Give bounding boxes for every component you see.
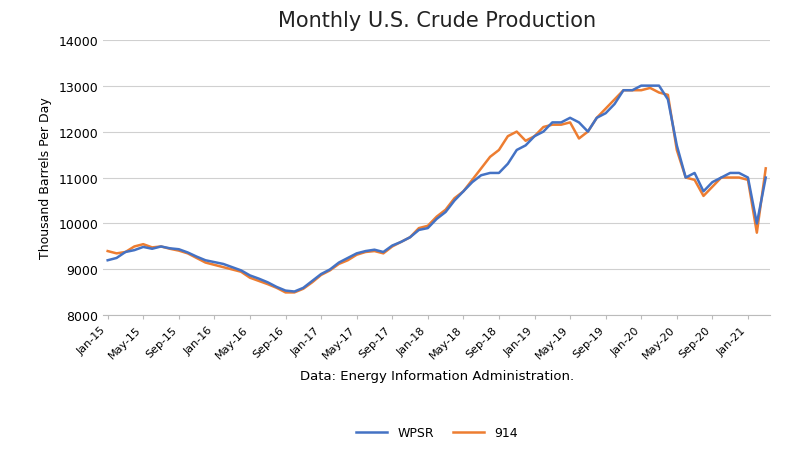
914 [707, 184, 717, 190]
914 [103, 249, 113, 254]
WPSR [103, 258, 113, 263]
914 [663, 93, 673, 98]
914 [610, 97, 619, 103]
Line: WPSR: WPSR [108, 87, 765, 292]
Legend: WPSR, 914: WPSR, 914 [356, 427, 518, 439]
914 [646, 86, 655, 92]
WPSR [637, 84, 646, 89]
914 [637, 88, 646, 94]
WPSR [290, 289, 299, 295]
914 [761, 166, 770, 172]
Line: 914: 914 [108, 89, 765, 293]
WPSR [761, 175, 770, 181]
WPSR [646, 84, 655, 89]
914 [156, 244, 166, 250]
WPSR [156, 244, 166, 250]
WPSR [610, 102, 619, 107]
WPSR [707, 180, 717, 185]
WPSR [663, 97, 673, 103]
914 [627, 88, 637, 94]
X-axis label: Data: Energy Information Administration.: Data: Energy Information Administration. [299, 369, 574, 382]
Title: Monthly U.S. Crude Production: Monthly U.S. Crude Production [278, 11, 596, 31]
914 [281, 290, 291, 295]
WPSR [627, 88, 637, 94]
Y-axis label: Thousand Barrels Per Day: Thousand Barrels Per Day [39, 97, 52, 259]
